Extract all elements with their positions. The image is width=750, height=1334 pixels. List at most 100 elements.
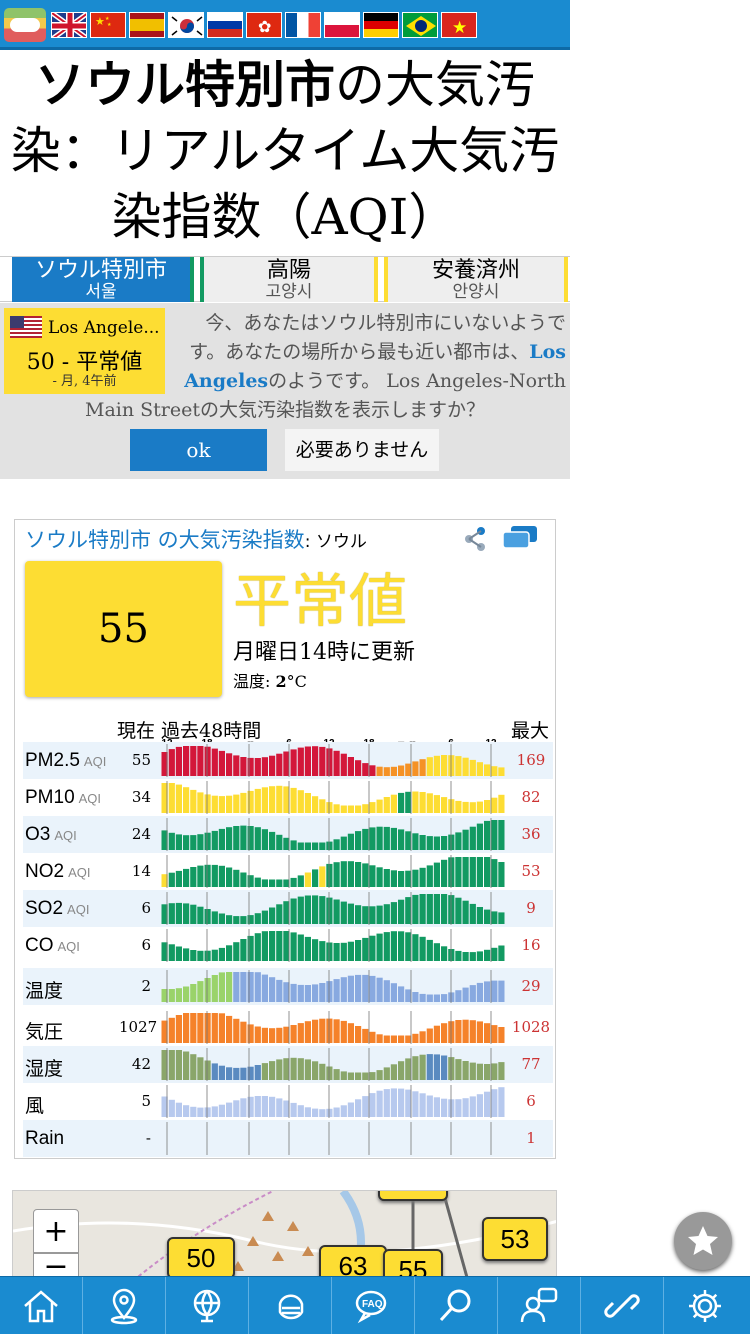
vietnam-flag[interactable]: ★ [441,12,477,38]
history-bar [383,826,390,850]
faq-icon: FAQ [355,1290,387,1324]
pollutant-row[interactable]: 気圧 1027 1028 [23,1009,553,1046]
favorite-button[interactable] [674,1212,732,1270]
pollutant-row[interactable]: Rain - 1 [23,1120,553,1157]
share-icon[interactable] [463,526,487,552]
tab-seoul[interactable]: ソウル特別市 서울 [12,257,194,302]
history-bar [405,831,412,850]
map-marker[interactable]: 50 [167,1237,235,1279]
history-bar [226,827,233,850]
pollutant-row[interactable]: CO AQI 6 16 [23,927,553,964]
history-chart [161,855,505,888]
history-bar [197,981,204,1002]
map-marker[interactable]: 55 [383,1249,443,1279]
history-bar [283,837,290,850]
pollutant-row[interactable]: SO2 AQI 6 9 [23,890,553,927]
ok-button[interactable]: ok [130,429,267,471]
card-city-link[interactable]: ソウル特別市 [25,528,151,552]
history-bar [175,1102,182,1117]
windows-icon[interactable] [503,526,537,550]
france-flag[interactable] [285,12,321,38]
map-marker[interactable]: 63 [319,1245,387,1279]
history-bar [412,761,419,776]
history-bar [476,801,483,813]
nav-settings[interactable] [664,1277,747,1334]
history-bar [462,1019,469,1043]
russia-flag[interactable] [207,12,243,38]
nav-link[interactable] [581,1277,664,1334]
history-bar [419,835,426,850]
nearby-city-link[interactable]: Los Angeles [184,341,566,392]
hongkong-flag[interactable]: ✿ [246,12,282,38]
history-bar [498,912,505,924]
nav-mask[interactable] [249,1277,332,1334]
history-bar [283,982,290,1002]
history-bar [455,832,462,850]
history-bar [455,990,462,1002]
history-bar [484,981,491,1002]
history-bar [211,795,218,813]
pollutant-row[interactable]: PM2.5 AQI 55 169 [23,742,553,779]
spain-flag[interactable] [129,12,165,38]
pollutant-row[interactable]: NO2 AQI 14 53 [23,853,553,890]
temperature: 温度: 2°C [233,668,307,692]
history-bar [433,894,440,924]
map-marker[interactable]: 53 [482,1217,548,1261]
pollutant-label: SO2 [25,898,64,919]
nearby-city-badge[interactable]: Los Angele... 50 - 平常値 - 月, 4午前 [4,308,165,394]
korea-flag[interactable] [168,12,204,38]
history-bar [433,1054,440,1080]
history-bar [347,805,354,813]
history-bar [376,867,383,887]
uk-flag[interactable] [51,12,87,38]
nav-map[interactable] [83,1277,166,1334]
history-bar [369,765,376,776]
history-bar [312,895,319,924]
tab-goyang[interactable]: 高陽 고양시 [200,257,378,302]
map-view[interactable]: + − 50 63 55 53 [12,1190,557,1280]
poland-flag[interactable] [324,12,360,38]
history-bar [390,902,397,924]
nav-globe[interactable] [166,1277,249,1334]
history-bar [247,1024,254,1043]
history-bar [412,1091,419,1117]
zoom-out-button[interactable]: − [33,1252,79,1279]
tab-anyang[interactable]: 安養済州 안양시 [384,257,568,302]
history-bar [469,903,476,924]
pollutant-row[interactable]: 温度 2 29 [23,968,553,1005]
pollutant-row[interactable]: 湿度 42 77 [23,1046,553,1083]
max-value: 82 [521,788,541,806]
history-bar [398,792,405,813]
pollutant-row[interactable]: 風 5 6 [23,1083,553,1120]
history-bar [462,1061,469,1080]
brazil-flag[interactable] [402,12,438,38]
pollutant-label: CO [25,935,54,956]
no-thanks-button[interactable]: 必要ありません [285,429,439,471]
tab-label: ソウル特別市 [34,258,167,283]
app-logo[interactable] [4,8,46,42]
pollutant-row[interactable]: PM10 AQI 34 82 [23,779,553,816]
history-bar [333,899,340,924]
nav-search[interactable] [415,1277,498,1334]
zoom-in-button[interactable]: + [33,1209,79,1253]
pollutant-unit: AQI [78,791,102,806]
map-marker[interactable] [378,1191,448,1201]
history-bar [283,931,290,961]
history-bar [168,749,175,776]
history-bar [419,894,426,924]
nav-faq[interactable]: FAQ [332,1277,415,1334]
history-chart [161,818,505,851]
germany-flag[interactable] [363,12,399,38]
pollutant-row[interactable]: O3 AQI 24 36 [23,816,553,853]
nav-home[interactable] [0,1277,83,1334]
pollutant-label: NO2 [25,861,65,882]
temp-unit: °C [286,672,307,691]
history-bar [290,983,297,1002]
history-bar [211,1013,218,1043]
history-bar [355,831,362,850]
history-bar [240,1067,247,1080]
history-bar [340,753,347,776]
history-bar [211,830,218,850]
nav-chat[interactable] [498,1277,581,1334]
china-flag[interactable]: ★ ★ ★ [90,12,126,38]
